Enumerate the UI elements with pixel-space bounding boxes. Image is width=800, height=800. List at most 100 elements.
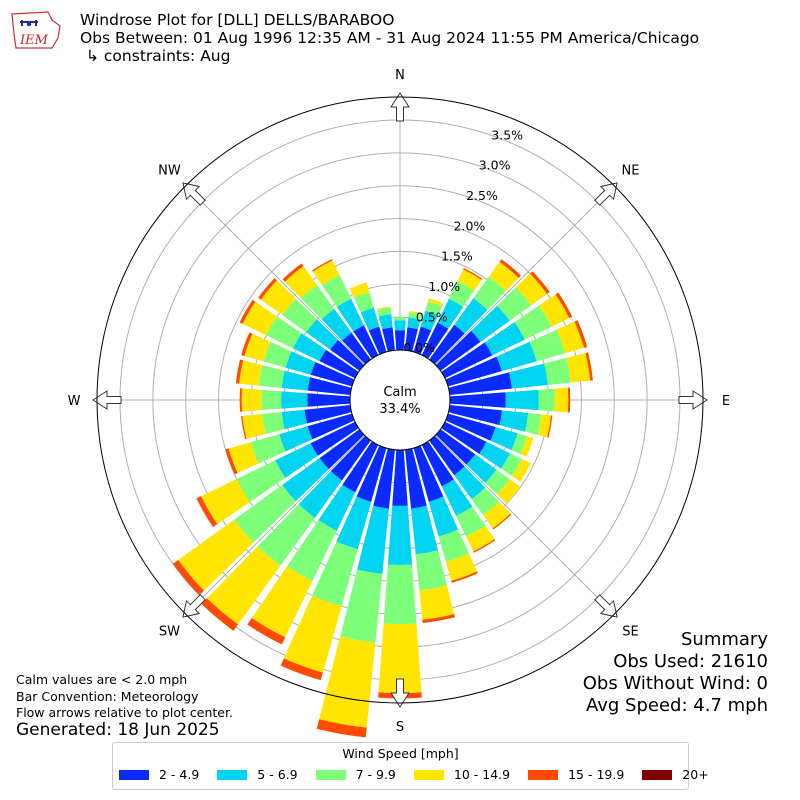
bar-segment (357, 505, 389, 574)
bar-segment (538, 388, 556, 412)
bar-segment (405, 448, 427, 509)
bar-segment (394, 330, 406, 351)
bar-segment (172, 559, 204, 596)
bar-segment (301, 284, 335, 320)
bar-segment (353, 291, 374, 313)
bar-segment (330, 339, 365, 371)
flow-arrow-icon (594, 182, 618, 206)
bar-segment (310, 421, 359, 456)
bars (172, 259, 593, 738)
bar-segment (544, 357, 571, 385)
bar-segment (441, 479, 473, 517)
bar-segment (235, 359, 244, 384)
bar-segment (445, 553, 478, 581)
bar-segment (307, 377, 352, 395)
bar-segment (307, 413, 355, 440)
title-line-1: Windrose Plot for [DLL] DELLS/BARABOO (80, 11, 395, 29)
bar-segment (239, 360, 263, 386)
radial-tick-label: 1.0% (428, 279, 460, 294)
bar-segment (393, 317, 407, 321)
bar-segment (585, 352, 593, 381)
bar-segment (241, 388, 262, 412)
bar-segment (319, 349, 359, 379)
bar-segment (435, 429, 476, 465)
bar-segment (312, 259, 333, 272)
bar-segment (520, 435, 534, 457)
bar-segment (441, 342, 493, 379)
bar-segment (448, 405, 503, 426)
direction-label: NE (622, 163, 640, 178)
legend-item: 7 - 9.9 (315, 767, 396, 782)
legend-swatch (642, 769, 673, 780)
bar-segment (201, 598, 239, 631)
bar-segment (201, 478, 250, 525)
bar-segment (484, 322, 525, 356)
radial-tick-label: 3.5% (491, 127, 523, 142)
bar-segment (250, 434, 286, 464)
bar-segment (282, 298, 318, 333)
bar-segment (445, 356, 502, 387)
bar-segment (457, 269, 482, 291)
bar-segment (514, 305, 552, 340)
bar-segment (377, 307, 392, 317)
legend-items: 2 - 4.9 5 - 6.9 7 - 9.9 10 - 14.9 15 - 19.9 2… (119, 767, 727, 782)
direction-label: W (68, 394, 81, 409)
bar-segment (471, 305, 510, 342)
bar-segment (242, 414, 266, 439)
direction-arrows (92, 92, 708, 708)
bar-segment (280, 658, 323, 681)
bar-segment (422, 614, 455, 623)
bar-segment (394, 320, 406, 331)
bar-segment (292, 333, 327, 362)
radial-tick-label: 2.5% (466, 188, 498, 203)
bar-segment (529, 329, 566, 362)
direction-label: SW (159, 625, 180, 640)
bar-segment (368, 326, 387, 355)
legend: Wind Speed [mph] 2 - 4.9 5 - 6.9 7 - 9.9 10… (112, 742, 709, 790)
bar-segment (456, 506, 486, 537)
bar-segment (408, 311, 422, 315)
bar-segment (454, 466, 486, 500)
bar-segment (336, 496, 372, 550)
flow-arrow-icon (390, 92, 410, 122)
bar-segment (360, 307, 380, 331)
bar-segment (429, 324, 465, 365)
bar-segment (497, 479, 521, 504)
bar-segment (473, 276, 506, 310)
bar-segment (524, 413, 542, 435)
bar-segment (261, 389, 282, 411)
direction-label: S (396, 720, 404, 735)
bar-segment (318, 484, 356, 531)
bar-segment (244, 333, 271, 362)
flow-arrow-icon (390, 678, 410, 708)
bar-segment (547, 415, 553, 438)
bar-segment (242, 301, 278, 336)
legend-item: 2 - 4.9 (119, 767, 199, 782)
calm-circle (349, 349, 451, 451)
radial-tick-label: 1.5% (441, 249, 473, 264)
bar-segment (306, 319, 339, 350)
bar-segment (471, 487, 499, 516)
summary-avg-speed: Avg Speed: 4.7 mph (586, 695, 768, 716)
direction-label: E (722, 394, 730, 409)
bar-segment (336, 298, 364, 332)
flow-arrow-icon (182, 182, 206, 206)
summary-obs-without-wind: Obs Without Wind: 0 (582, 673, 768, 694)
bar-segment (284, 266, 317, 299)
calm-label: Calm (383, 385, 416, 400)
bar-segment (515, 273, 548, 306)
bar-segment (258, 365, 285, 388)
bar-segment (304, 405, 352, 424)
bar-segment (413, 445, 444, 502)
flow-arrow-icon (594, 594, 618, 618)
bar-segment (225, 448, 238, 475)
bar-segment (196, 496, 218, 528)
bar-segment (282, 263, 304, 282)
legend-swatch (119, 769, 149, 780)
bar-segment (349, 282, 370, 298)
legend-label: 2 - 4.9 (159, 767, 200, 782)
summary-title: Summary (681, 629, 768, 650)
notes: Calm values are < 2.0 mph Bar Convention… (16, 672, 233, 722)
bar-segment (512, 458, 531, 482)
